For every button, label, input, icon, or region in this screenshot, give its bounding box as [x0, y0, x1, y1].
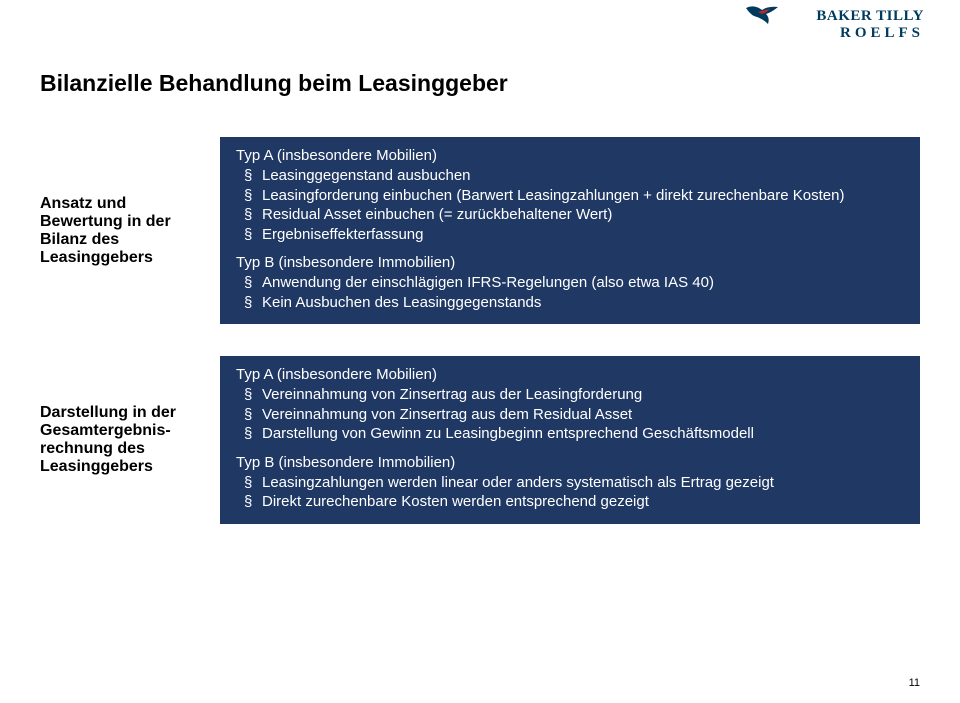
list-item: Vereinnahmung von Zinsertrag aus der Lea… — [236, 385, 904, 405]
group-b-heading: Typ B (insbesondere Immobilien) — [236, 454, 904, 471]
section-label-col: Darstellung in der Gesamtergebnis-rechnu… — [40, 356, 220, 524]
section-ansatz-bewertung: Ansatz und Bewertung in der Bilanz des L… — [40, 137, 920, 324]
brand-logo: BAKER TILLY ROELFS — [816, 8, 924, 42]
bird-icon — [744, 4, 780, 26]
list-item: Vereinnahmung von Zinsertrag aus dem Res… — [236, 405, 904, 425]
section-label-col: Ansatz und Bewertung in der Bilanz des L… — [40, 137, 220, 324]
list-item: Direkt zurechenbare Kosten werden entspr… — [236, 492, 904, 512]
list-item: Darstellung von Gewinn zu Leasingbeginn … — [236, 424, 904, 444]
page-title: Bilanzielle Behandlung beim Leasinggeber — [40, 70, 920, 97]
group-a-heading: Typ A (insbesondere Mobilien) — [236, 147, 904, 164]
list-item: Leasingzahlungen werden linear oder ande… — [236, 473, 904, 493]
group-b-list: Leasingzahlungen werden linear oder ande… — [236, 473, 904, 512]
list-item: Kein Ausbuchen des Leasinggegenstands — [236, 293, 904, 313]
section-label: Ansatz und Bewertung in der Bilanz des L… — [40, 195, 208, 267]
brand-line1: BAKER TILLY — [816, 8, 924, 25]
group-a-heading: Typ A (insbesondere Mobilien) — [236, 366, 904, 383]
group-a-list: Vereinnahmung von Zinsertrag aus der Lea… — [236, 385, 904, 444]
section-panel: Typ A (insbesondere Mobilien) Leasinggeg… — [220, 137, 920, 324]
list-item: Ergebniseffekterfassung — [236, 225, 904, 245]
group-b-heading: Typ B (insbesondere Immobilien) — [236, 254, 904, 271]
list-item: Leasingforderung einbuchen (Barwert Leas… — [236, 186, 904, 206]
group-a-list: Leasinggegenstand ausbuchen Leasingforde… — [236, 166, 904, 244]
brand-line2: ROELFS — [816, 25, 924, 42]
list-item: Anwendung der einschlägigen IFRS-Regelun… — [236, 273, 904, 293]
section-label: Darstellung in der Gesamtergebnis-rechnu… — [40, 404, 208, 476]
slide-page: BAKER TILLY ROELFS Bilanzielle Behandlun… — [0, 0, 960, 703]
page-number: 11 — [909, 677, 920, 689]
section-panel: Typ A (insbesondere Mobilien) Vereinnahm… — [220, 356, 920, 524]
list-item: Leasinggegenstand ausbuchen — [236, 166, 904, 186]
section-darstellung: Darstellung in der Gesamtergebnis-rechnu… — [40, 356, 920, 524]
list-item: Residual Asset einbuchen (= zurückbehalt… — [236, 205, 904, 225]
group-b-list: Anwendung der einschlägigen IFRS-Regelun… — [236, 273, 904, 312]
